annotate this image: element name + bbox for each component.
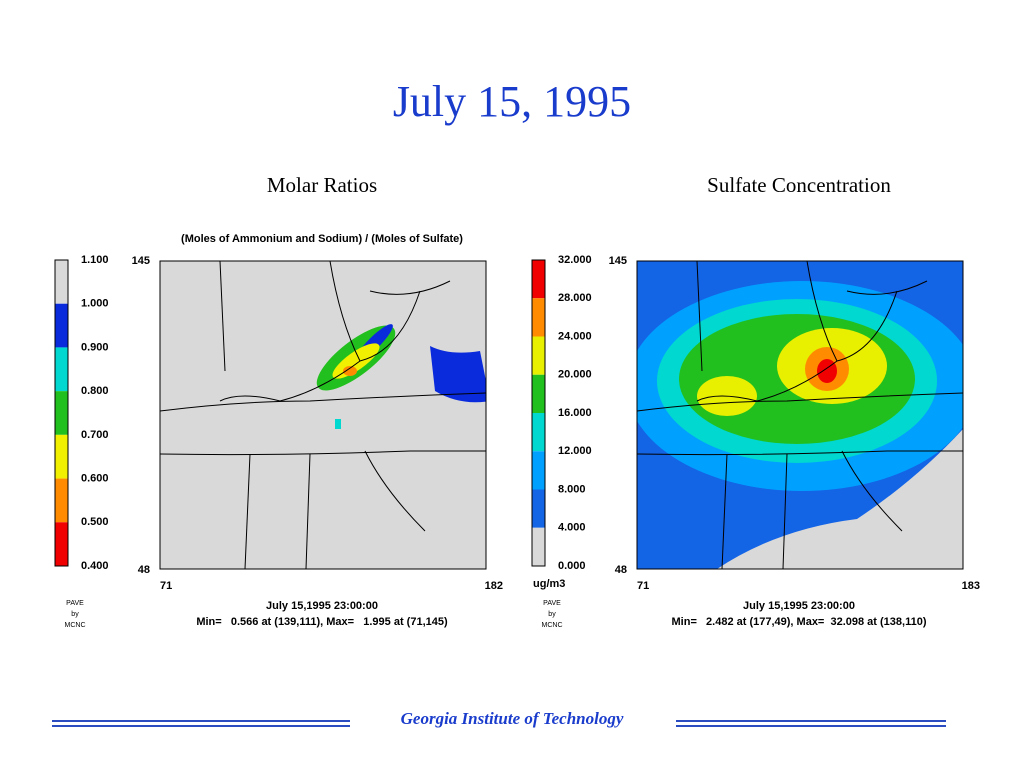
- timestamp: July 15,1995 23:00:00: [743, 600, 855, 612]
- boundary: [219, 360, 361, 402]
- colorbar-label: 0.700: [81, 429, 109, 441]
- colorbar-segment: [55, 303, 68, 348]
- axis-label: 71: [637, 580, 649, 592]
- boundary: [782, 453, 788, 569]
- colorbar-frame: [531, 259, 546, 567]
- colorbar-segment: [55, 522, 68, 566]
- map: [637, 261, 963, 569]
- axis-label: 48: [615, 564, 627, 576]
- colorbar-label: 20.000: [558, 369, 592, 381]
- colorbar-segment: [532, 260, 545, 299]
- axis-label: 183: [962, 580, 980, 592]
- boundary: [841, 450, 903, 532]
- colorbar-label: 8.000: [558, 483, 586, 495]
- colorbar-label: 12.000: [558, 445, 592, 457]
- axis-label: 48: [138, 564, 150, 576]
- credit: MCNC: [542, 622, 563, 629]
- timestamp: July 15,1995 23:00:00: [266, 600, 378, 612]
- colorbar-segment: [55, 260, 68, 304]
- colorbar-segment: [55, 347, 68, 392]
- map: [160, 261, 486, 569]
- colorbar-label: 0.400: [81, 560, 109, 572]
- map-frame: [159, 260, 487, 570]
- stats: Min= 2.482 at (177,49), Max= 32.098 at (…: [672, 616, 927, 628]
- boundary: [637, 392, 963, 412]
- colorbar-segment: [532, 374, 545, 413]
- colorbar-label: 1.100: [81, 254, 109, 266]
- region-orange: [343, 366, 357, 376]
- colorbar-label: 32.000: [558, 254, 592, 266]
- boundary: [369, 280, 451, 295]
- boundary: [160, 450, 486, 456]
- region-red: [817, 359, 837, 383]
- boundary: [329, 261, 361, 362]
- colorbar-frame: [54, 259, 69, 567]
- colorbar-label: 24.000: [558, 330, 592, 342]
- boundary: [696, 261, 703, 372]
- region-gray: [717, 429, 963, 569]
- footer-rule: [52, 720, 946, 727]
- colorbar-label: 1.000: [81, 298, 109, 310]
- colorbar-segment: [55, 434, 68, 479]
- region-high: [430, 346, 486, 403]
- colorbar-label: 4.000: [558, 522, 586, 534]
- axis-label: 145: [132, 255, 150, 267]
- colorbar-label: 0.900: [81, 341, 109, 353]
- boundary: [836, 290, 898, 362]
- colorbar-label: 0.600: [81, 472, 109, 484]
- colorbar-segment: [55, 478, 68, 523]
- colorbar-segment: [532, 489, 545, 528]
- boundary: [637, 450, 963, 456]
- boundary: [219, 261, 226, 372]
- colorbar-label: 0.000: [558, 560, 586, 572]
- colorbar-label: 0.500: [81, 516, 109, 528]
- boundary: [305, 453, 311, 569]
- boundary: [806, 261, 838, 362]
- colorbar-segment: [532, 336, 545, 375]
- boundary: [364, 450, 426, 532]
- credit: PAVE: [543, 600, 561, 607]
- axis-label: 145: [609, 255, 627, 267]
- panel-subtitle: (Moles of Ammonium and Sodium) / (Moles …: [181, 233, 463, 245]
- colorbar-segment: [532, 527, 545, 566]
- credit: by: [71, 611, 79, 618]
- colorbar-segment: [532, 298, 545, 337]
- axis-label: 71: [160, 580, 172, 592]
- credit: PAVE: [66, 600, 84, 607]
- colorbar-label: 0.800: [81, 385, 109, 397]
- colorbar-label: 16.000: [558, 407, 592, 419]
- region-spot: [335, 419, 341, 429]
- panel: Molar Ratios (Moles of Ammonium and Sodiu…: [54, 173, 503, 629]
- credit: MCNC: [65, 622, 86, 629]
- boundary: [846, 280, 928, 295]
- map-background: [160, 261, 486, 569]
- credit: by: [548, 611, 556, 618]
- unit-label: ug/m3: [533, 578, 565, 590]
- colorbar-segment: [532, 451, 545, 490]
- boundary: [696, 360, 838, 402]
- colorbar-label: 28.000: [558, 292, 592, 304]
- panel-heading: Molar Ratios: [267, 173, 377, 197]
- boundary: [160, 392, 486, 412]
- colorbar-segment: [55, 391, 68, 435]
- boundary: [721, 453, 728, 569]
- slide-title: July 15, 1995: [393, 77, 631, 126]
- stats: Min= 0.566 at (139,111), Max= 1.995 at (…: [196, 616, 448, 628]
- footer-text: Georgia Institute of Technology: [401, 709, 624, 728]
- axis-label: 182: [485, 580, 503, 592]
- boundary: [359, 290, 421, 362]
- boundary: [244, 453, 251, 569]
- panel-heading: Sulfate Concentration: [707, 173, 891, 197]
- colorbar-segment: [532, 413, 545, 452]
- map-frame: [636, 260, 964, 570]
- panel: Sulfate Concentration 32.000 28.000 24.000 2…: [531, 173, 980, 629]
